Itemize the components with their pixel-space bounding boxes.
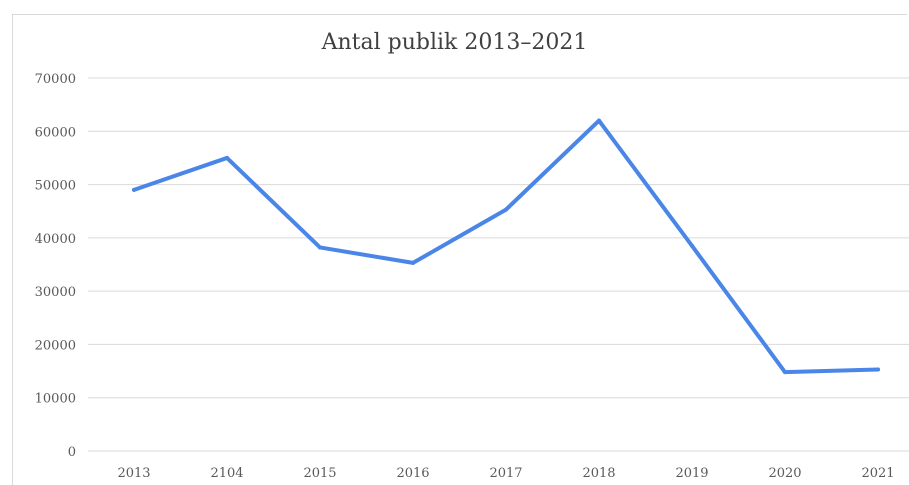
data-point-2019 [690,243,694,248]
x-tick-label: 2017 [489,466,522,481]
y-tick-label: 60000 [35,125,76,140]
x-axis-ticks: 2013 2104 2015 2016 2017 2018 2019 2020 2021 [117,466,894,481]
chart-title: Antal publik 2013–2021 [321,30,588,55]
y-tick-label: 70000 [35,72,76,87]
chart-frame [12,14,907,485]
data-point-2017 [504,207,508,212]
y-tick-label: 10000 [35,392,76,407]
y-axis-ticks: 0 10000 20000 30000 40000 50000 60000 70000 [35,72,76,460]
x-tick-label: 2018 [582,466,615,481]
y-tick-label: 30000 [35,285,76,300]
data-point-2013 [132,187,136,192]
x-tick-label: 2019 [675,466,708,481]
data-point-2015 [318,245,322,250]
data-point-2104 [225,155,229,160]
series-line [132,118,880,375]
x-tick-label: 2015 [303,466,336,481]
data-point-2021 [876,367,880,372]
data-point-2020 [783,370,787,375]
x-tick-label: 2104 [210,466,243,481]
y-tick-label: 50000 [35,179,76,194]
gridlines [88,77,909,452]
x-tick-label: 2020 [768,466,801,481]
y-tick-label: 0 [68,445,76,460]
x-tick-label: 2021 [861,466,894,481]
x-tick-label: 2013 [117,466,150,481]
y-tick-label: 40000 [35,232,76,247]
data-point-2018 [597,118,601,123]
series-layer [132,118,880,375]
data-point-2016 [411,260,415,265]
x-tick-label: 2016 [396,466,429,481]
y-tick-label: 20000 [35,338,76,353]
